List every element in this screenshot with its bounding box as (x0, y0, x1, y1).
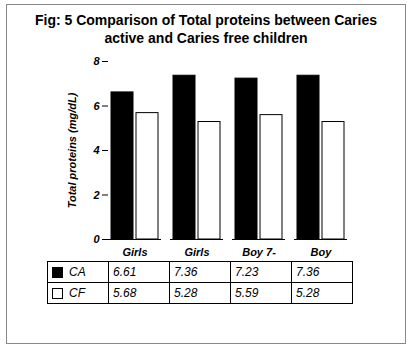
html-text:7.23: 7.23 (235, 265, 259, 279)
svg-text:Girls: Girls (184, 246, 209, 258)
svg-text:2: 2 (92, 189, 99, 201)
html-text:5.28: 5.28 (174, 286, 198, 300)
svg-text:Boy 7-: Boy 7- (242, 246, 276, 258)
html-text:6.61: 6.61 (113, 265, 137, 279)
html-text:CF: CF (69, 286, 85, 300)
html-text:Fig: 5 Comparison of Total pro: Fig: 5 Comparison of Total proteins betw… (35, 12, 377, 46)
svg-text:Total proteins (mg/dL): Total proteins (mg/dL) (66, 92, 78, 208)
html-text:5.28: 5.28 (296, 286, 320, 300)
html-text:CA: CA (69, 265, 86, 279)
svg-text:0: 0 (93, 233, 100, 245)
html-text:7.36: 7.36 (296, 265, 320, 279)
svg-text:Boy: Boy (311, 246, 333, 258)
html-text:7.36: 7.36 (174, 265, 198, 279)
svg-text:4: 4 (92, 144, 99, 156)
svg-text:Girls: Girls (122, 246, 147, 258)
svg-text:8: 8 (93, 55, 100, 67)
html-text:5.68: 5.68 (113, 286, 137, 300)
svg-text:6: 6 (93, 100, 100, 112)
html-text:5.59: 5.59 (235, 286, 259, 300)
